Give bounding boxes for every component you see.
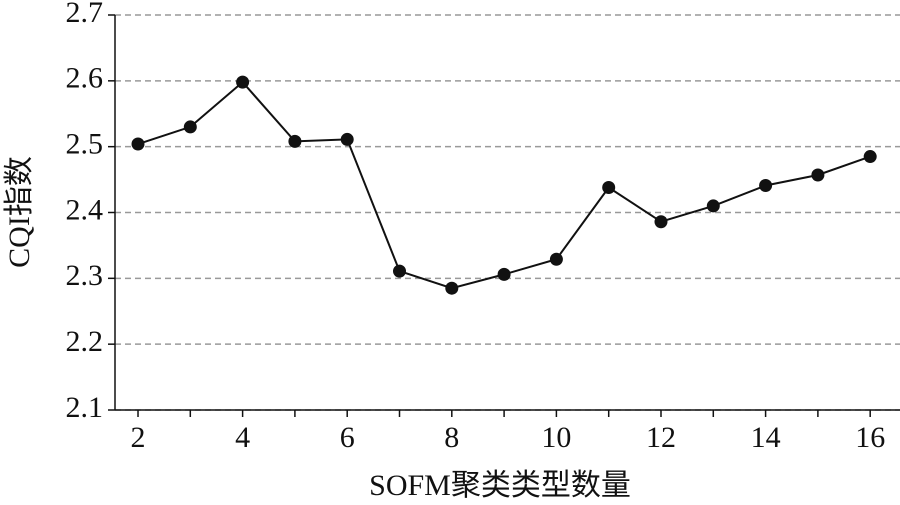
x-tick-label: 6 [340,421,355,454]
point [183,120,197,134]
point [549,252,563,266]
y-tick-label: 2.6 [66,62,104,95]
y-tick-label: 2.7 [66,0,104,29]
y-axis-label: CQI指数 [3,156,36,268]
point [393,264,407,278]
point [602,180,616,194]
point [759,179,773,193]
y-tick-label: 2.3 [66,259,104,292]
x-tick-label: 8 [444,421,459,454]
point [706,199,720,213]
point [863,150,877,164]
x-tick-label: 10 [541,421,571,454]
point [340,132,354,146]
x-tick-label: 2 [131,421,146,454]
point [236,75,250,89]
point [654,215,668,229]
x-tick-label: 12 [646,421,676,454]
y-tick-label: 2.1 [66,391,104,424]
y-tick-label: 2.2 [66,325,104,358]
point [445,281,459,295]
y-tick-label: 2.4 [66,193,104,226]
x-tick-label: 14 [751,421,781,454]
point [497,267,511,281]
x-tick-label: 4 [235,421,250,454]
y-tick-label: 2.5 [66,128,104,161]
point [811,168,825,182]
point [288,134,302,148]
x-axis-label: SOFM聚类类型数量 [369,469,631,502]
x-tick-label: 16 [855,421,885,454]
point [131,137,145,151]
